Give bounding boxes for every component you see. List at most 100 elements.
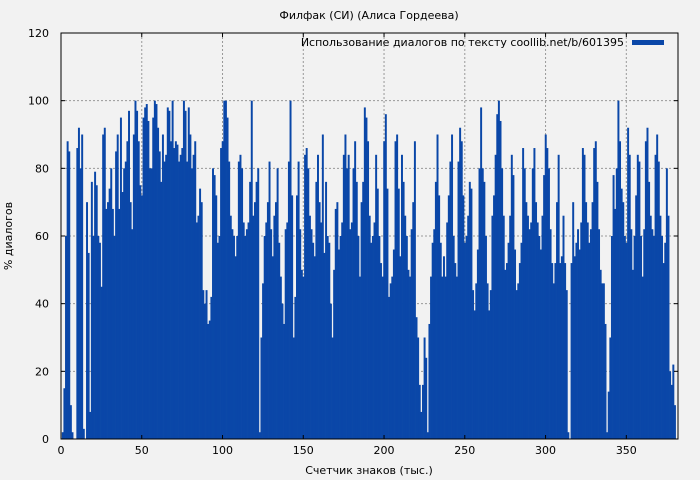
bar xyxy=(397,188,400,439)
bar xyxy=(278,242,281,439)
bar xyxy=(216,242,219,439)
legend-swatch xyxy=(632,40,664,45)
bar xyxy=(394,141,397,439)
bar xyxy=(547,168,550,440)
bar xyxy=(517,283,520,439)
bar xyxy=(420,411,423,439)
bar xyxy=(234,256,237,439)
bar xyxy=(107,202,109,439)
bar xyxy=(449,161,452,440)
bar xyxy=(289,100,292,440)
bar xyxy=(236,236,239,439)
bar xyxy=(199,188,202,439)
x-axis-title: Счетчик знаков (тыс.) xyxy=(305,464,433,477)
bar xyxy=(512,175,515,439)
bar xyxy=(556,202,559,439)
bar xyxy=(344,134,347,439)
bar xyxy=(279,276,282,439)
bar xyxy=(672,364,675,439)
bar xyxy=(484,236,487,439)
bar xyxy=(417,337,420,439)
bar xyxy=(189,134,192,439)
bar xyxy=(601,283,604,439)
bar xyxy=(391,276,394,439)
bar xyxy=(318,202,321,439)
bar xyxy=(381,276,384,439)
bar xyxy=(463,242,466,439)
bar xyxy=(262,283,265,439)
bar xyxy=(455,276,458,439)
bar xyxy=(649,215,652,439)
bar xyxy=(111,208,114,439)
bar xyxy=(66,141,69,439)
bar xyxy=(475,283,478,439)
bar xyxy=(266,202,269,439)
bar xyxy=(195,222,198,439)
bar xyxy=(400,154,403,440)
bar xyxy=(591,202,594,439)
bar xyxy=(161,134,164,439)
bar xyxy=(638,161,641,440)
y-tick-label: 80 xyxy=(35,162,49,175)
bar xyxy=(564,263,567,439)
bar xyxy=(368,215,371,439)
bar xyxy=(442,256,445,439)
bar xyxy=(460,141,463,439)
bar xyxy=(583,154,586,440)
bar xyxy=(128,110,130,440)
bar xyxy=(281,303,284,439)
bar xyxy=(551,263,554,439)
bar xyxy=(339,236,342,439)
bar xyxy=(620,188,623,439)
bar xyxy=(260,337,263,439)
bar xyxy=(355,181,358,439)
legend-label: Использование диалогов по тексту coollib… xyxy=(301,36,624,49)
bar xyxy=(528,229,531,439)
bar xyxy=(239,154,242,440)
bar xyxy=(559,263,562,439)
bar xyxy=(446,222,449,439)
bar xyxy=(139,185,142,439)
bar xyxy=(165,154,168,440)
bar xyxy=(454,263,457,439)
bar xyxy=(110,168,113,440)
bar xyxy=(334,208,337,439)
bar xyxy=(208,320,211,439)
bar xyxy=(598,229,601,439)
bar xyxy=(457,161,460,440)
bar xyxy=(305,148,308,440)
x-tick-label: 100 xyxy=(212,444,233,457)
bar xyxy=(331,337,334,439)
bar xyxy=(594,141,597,439)
bar xyxy=(321,134,324,439)
bar xyxy=(525,202,528,439)
y-tick-label: 120 xyxy=(28,27,49,40)
bar xyxy=(641,276,644,439)
bar xyxy=(489,290,492,439)
bar xyxy=(362,181,365,439)
bar xyxy=(182,100,185,440)
bar xyxy=(178,161,181,440)
bar xyxy=(488,310,491,439)
bar xyxy=(296,195,298,439)
bar xyxy=(413,141,416,439)
bar xyxy=(404,215,407,439)
bar xyxy=(116,134,119,439)
bar xyxy=(95,185,98,439)
bar xyxy=(220,148,223,440)
x-tick-label: 250 xyxy=(454,444,475,457)
bar xyxy=(315,181,318,439)
bar xyxy=(137,141,140,439)
bar xyxy=(237,161,240,440)
bar xyxy=(433,229,436,439)
bar xyxy=(585,202,588,439)
bar xyxy=(410,229,413,439)
bar xyxy=(263,236,266,439)
bar xyxy=(89,411,92,439)
bar xyxy=(409,276,412,439)
bar xyxy=(439,242,442,439)
bar xyxy=(153,100,156,440)
bar xyxy=(434,181,437,439)
